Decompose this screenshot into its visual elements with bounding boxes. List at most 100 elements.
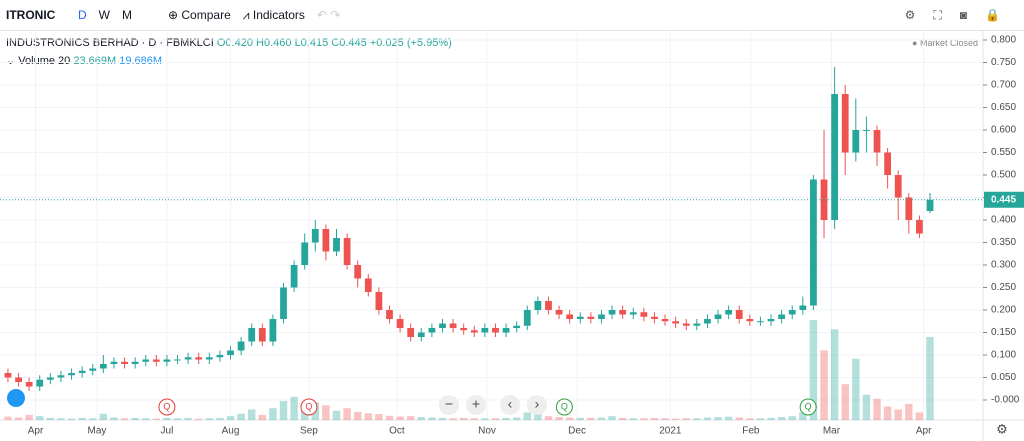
volume-bar bbox=[512, 417, 521, 420]
body bbox=[354, 264, 362, 279]
x-tick-label: May bbox=[88, 426, 107, 437]
volume-bar bbox=[640, 418, 648, 420]
y-tick-label: 0.350 bbox=[991, 237, 1016, 248]
body bbox=[46, 377, 54, 380]
undo[interactable]: ↶ ↷ bbox=[316, 8, 341, 22]
volume-bar bbox=[735, 417, 743, 420]
volume-bar bbox=[671, 418, 680, 420]
volume-bar bbox=[375, 414, 383, 420]
volume-bar bbox=[279, 401, 288, 420]
body bbox=[555, 309, 563, 315]
indicators[interactable]: ⩘ Indicators bbox=[242, 7, 305, 22]
body bbox=[481, 327, 489, 333]
body bbox=[89, 368, 97, 371]
body bbox=[216, 354, 224, 358]
body bbox=[608, 309, 616, 315]
body bbox=[598, 314, 605, 319]
volume-bar bbox=[650, 417, 659, 420]
volume-bar bbox=[216, 417, 224, 420]
x-tick-label: Jul bbox=[161, 426, 174, 437]
x-tick-label: Sep bbox=[300, 426, 318, 437]
body bbox=[852, 129, 860, 153]
y-tick-label: 0.700 bbox=[991, 80, 1016, 91]
volume-bar bbox=[788, 416, 796, 420]
body bbox=[25, 381, 33, 387]
legend-main: INDUSTRONICS BERHAD · D · FBMKLCI O0.420… bbox=[6, 34, 452, 52]
body bbox=[926, 199, 934, 211]
event-label: Q bbox=[163, 401, 170, 411]
body bbox=[757, 321, 764, 323]
volume-bar bbox=[693, 418, 701, 420]
volume-bar bbox=[820, 350, 828, 420]
body bbox=[36, 379, 44, 387]
body bbox=[290, 264, 298, 288]
interval[interactable]: M bbox=[122, 8, 132, 22]
volume-bar bbox=[184, 417, 192, 420]
volume-bar bbox=[565, 417, 574, 420]
y-tick-label: -0.000 bbox=[991, 395, 1020, 406]
volume-bar bbox=[67, 418, 76, 420]
body bbox=[545, 300, 552, 310]
body bbox=[820, 179, 828, 220]
body bbox=[841, 93, 849, 153]
y-tick-label: 0.600 bbox=[991, 125, 1016, 136]
body bbox=[640, 312, 648, 317]
volume-bar bbox=[152, 418, 161, 420]
svg-text:+: + bbox=[472, 396, 480, 412]
body bbox=[672, 321, 680, 324]
status: ● Market Closed bbox=[912, 38, 978, 48]
body bbox=[767, 318, 775, 322]
volume-bar bbox=[926, 336, 934, 420]
body bbox=[258, 327, 266, 342]
body bbox=[407, 327, 415, 337]
interval[interactable]: W bbox=[98, 8, 110, 22]
name: INDUSTRONICS BERHAD · D · FBMKLCI bbox=[6, 37, 214, 49]
volume-bar bbox=[46, 417, 55, 420]
body bbox=[619, 309, 627, 315]
volume-bar bbox=[78, 417, 86, 420]
volume-bar bbox=[587, 417, 595, 420]
body bbox=[131, 361, 139, 364]
y-tick-label: 0.800 bbox=[991, 35, 1016, 46]
interval[interactable]: D bbox=[78, 8, 87, 22]
volume-bar bbox=[195, 418, 203, 420]
body bbox=[831, 93, 839, 220]
volume-bar bbox=[873, 398, 881, 420]
body bbox=[78, 370, 86, 373]
volume-bar bbox=[661, 418, 669, 420]
event-label: Q bbox=[805, 401, 812, 411]
status-text: Market Closed bbox=[919, 38, 978, 48]
volume-bar bbox=[269, 408, 277, 420]
compare[interactable]: ⊕ Compare bbox=[168, 8, 231, 22]
event bbox=[158, 398, 176, 416]
body bbox=[237, 341, 245, 351]
event bbox=[555, 398, 573, 416]
body bbox=[439, 323, 446, 328]
body bbox=[693, 323, 701, 326]
volume-bar bbox=[110, 417, 118, 420]
body bbox=[375, 291, 383, 310]
body bbox=[470, 330, 478, 333]
ohlc: L0.415 bbox=[294, 37, 329, 49]
body bbox=[227, 350, 234, 355]
volume-bar bbox=[290, 396, 298, 420]
y-tick-label: 0.750 bbox=[991, 57, 1016, 68]
volume-bar bbox=[258, 414, 267, 420]
volume-bar bbox=[724, 416, 733, 420]
volume-bar bbox=[89, 418, 97, 420]
x-tick-label: Oct bbox=[389, 426, 405, 437]
tools[interactable]: ⚙⛶◙🔒 bbox=[904, 7, 1018, 22]
volume-bar bbox=[830, 329, 839, 420]
body bbox=[205, 357, 213, 360]
volume-bar bbox=[905, 403, 913, 420]
ohlc: C0.445 bbox=[331, 37, 367, 49]
body bbox=[184, 357, 192, 360]
volume-bar bbox=[523, 412, 531, 420]
body bbox=[725, 309, 733, 315]
volume-bar bbox=[714, 417, 722, 420]
y-tick-label: 0.250 bbox=[991, 282, 1016, 293]
volume-bar bbox=[406, 416, 415, 420]
body bbox=[799, 305, 807, 310]
symbol[interactable]: ITRONIC bbox=[6, 8, 56, 22]
